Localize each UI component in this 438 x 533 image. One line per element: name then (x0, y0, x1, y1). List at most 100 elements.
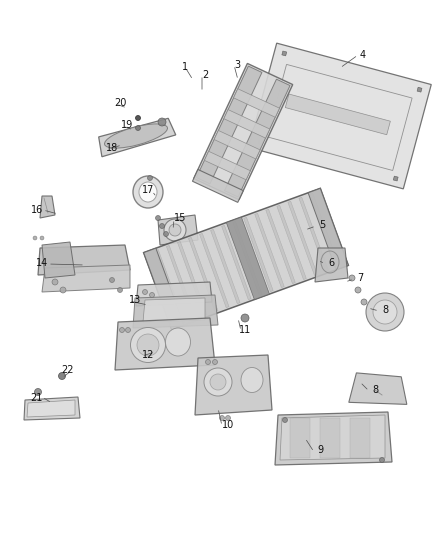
Polygon shape (233, 221, 262, 296)
Text: 9: 9 (317, 445, 323, 455)
Polygon shape (200, 233, 229, 308)
Ellipse shape (120, 327, 124, 333)
Polygon shape (133, 295, 218, 328)
Ellipse shape (219, 416, 225, 421)
Polygon shape (194, 63, 293, 200)
Polygon shape (99, 118, 176, 157)
Text: 16: 16 (31, 205, 43, 215)
Ellipse shape (126, 327, 131, 333)
Ellipse shape (226, 416, 230, 421)
Ellipse shape (117, 287, 123, 293)
Text: 15: 15 (174, 213, 186, 223)
Ellipse shape (135, 125, 141, 131)
Ellipse shape (205, 359, 211, 365)
Polygon shape (24, 397, 80, 420)
Polygon shape (192, 169, 243, 203)
Text: 22: 22 (61, 365, 73, 375)
Polygon shape (226, 217, 269, 300)
Polygon shape (320, 418, 340, 458)
Polygon shape (224, 110, 270, 138)
Ellipse shape (355, 287, 361, 293)
Text: 3: 3 (234, 60, 240, 70)
Polygon shape (177, 241, 207, 316)
Ellipse shape (59, 373, 66, 379)
Ellipse shape (164, 219, 186, 241)
Polygon shape (155, 249, 185, 324)
Ellipse shape (148, 175, 152, 181)
Polygon shape (42, 242, 75, 278)
Ellipse shape (139, 182, 157, 202)
Text: 18: 18 (106, 143, 118, 153)
Text: 19: 19 (121, 120, 133, 130)
Ellipse shape (35, 389, 42, 395)
Ellipse shape (158, 118, 166, 126)
Polygon shape (195, 355, 272, 415)
Text: 8: 8 (372, 385, 378, 395)
Text: 8: 8 (382, 305, 388, 315)
Ellipse shape (210, 374, 226, 390)
Polygon shape (144, 188, 348, 330)
Polygon shape (144, 248, 184, 330)
Text: 5: 5 (319, 220, 325, 230)
Text: 14: 14 (36, 258, 48, 268)
Ellipse shape (52, 279, 58, 285)
Polygon shape (299, 197, 328, 271)
Text: 20: 20 (114, 98, 126, 108)
Ellipse shape (40, 236, 44, 240)
Polygon shape (224, 79, 290, 197)
Polygon shape (196, 66, 262, 184)
Ellipse shape (166, 328, 191, 356)
Polygon shape (266, 209, 295, 284)
Ellipse shape (110, 278, 114, 282)
Polygon shape (42, 265, 130, 292)
Polygon shape (249, 43, 431, 189)
Ellipse shape (159, 223, 165, 229)
Text: 6: 6 (328, 258, 334, 268)
Polygon shape (158, 215, 198, 245)
Polygon shape (417, 87, 422, 92)
Polygon shape (349, 373, 407, 405)
Ellipse shape (379, 457, 385, 463)
Ellipse shape (283, 417, 287, 423)
Polygon shape (188, 237, 218, 312)
Polygon shape (275, 412, 392, 465)
Ellipse shape (349, 275, 355, 281)
Ellipse shape (60, 287, 66, 293)
Polygon shape (310, 193, 339, 268)
Text: 21: 21 (30, 393, 42, 403)
Polygon shape (315, 248, 348, 282)
Polygon shape (244, 217, 273, 292)
Polygon shape (214, 131, 260, 159)
Polygon shape (27, 400, 75, 417)
Text: 10: 10 (222, 420, 234, 430)
Polygon shape (290, 418, 310, 458)
Ellipse shape (212, 359, 218, 365)
Ellipse shape (361, 299, 367, 305)
Ellipse shape (163, 231, 169, 237)
Ellipse shape (33, 236, 37, 240)
Ellipse shape (135, 116, 141, 120)
Text: 17: 17 (142, 185, 154, 195)
Polygon shape (40, 196, 55, 218)
Polygon shape (285, 94, 390, 135)
Polygon shape (38, 245, 130, 275)
Polygon shape (258, 140, 263, 145)
Text: 12: 12 (142, 350, 154, 360)
Text: 7: 7 (357, 273, 363, 283)
Polygon shape (288, 201, 318, 276)
Ellipse shape (241, 314, 249, 322)
Polygon shape (222, 225, 251, 300)
Polygon shape (205, 151, 251, 180)
Polygon shape (393, 176, 398, 181)
Ellipse shape (142, 289, 148, 295)
Polygon shape (233, 89, 279, 117)
Polygon shape (350, 418, 370, 458)
Text: 13: 13 (129, 295, 141, 305)
Polygon shape (115, 318, 215, 370)
Polygon shape (277, 205, 306, 280)
Polygon shape (280, 415, 385, 460)
Ellipse shape (105, 124, 167, 148)
Ellipse shape (366, 293, 404, 331)
Polygon shape (166, 245, 196, 320)
Text: 2: 2 (202, 70, 208, 80)
